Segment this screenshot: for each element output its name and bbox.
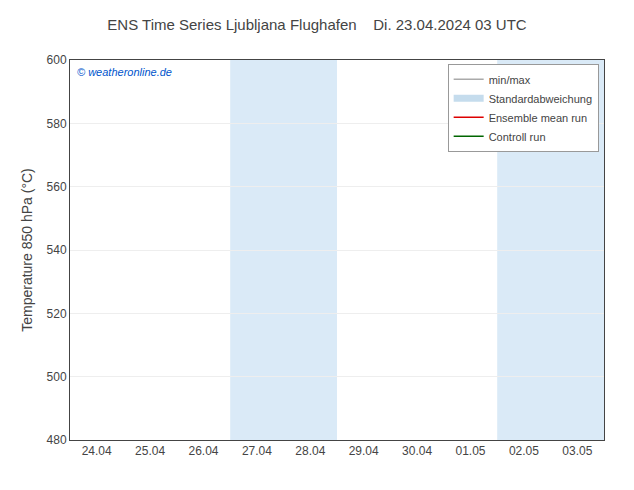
svg-text:Ensemble mean run: Ensemble mean run bbox=[489, 112, 587, 124]
svg-text:27.04: 27.04 bbox=[242, 444, 272, 458]
svg-text:480: 480 bbox=[47, 433, 67, 447]
svg-text:© weatheronline.de: © weatheronline.de bbox=[77, 66, 172, 78]
svg-text:24.04: 24.04 bbox=[82, 444, 112, 458]
svg-text:Temperature 850 hPa (°C): Temperature 850 hPa (°C) bbox=[19, 168, 35, 332]
svg-text:29.04: 29.04 bbox=[349, 444, 379, 458]
svg-text:02.05: 02.05 bbox=[509, 444, 539, 458]
svg-text:540: 540 bbox=[47, 243, 67, 257]
svg-text:560: 560 bbox=[47, 180, 67, 194]
svg-text:01.05: 01.05 bbox=[455, 444, 485, 458]
svg-text:28.04: 28.04 bbox=[295, 444, 325, 458]
svg-text:580: 580 bbox=[47, 117, 67, 131]
svg-text:25.04: 25.04 bbox=[135, 444, 165, 458]
svg-text:520: 520 bbox=[47, 307, 67, 321]
svg-text:500: 500 bbox=[47, 370, 67, 384]
svg-text:ENS Time Series Ljubljana Flug: ENS Time Series Ljubljana Flughafen Di. … bbox=[107, 16, 527, 33]
svg-text:03.05: 03.05 bbox=[562, 444, 592, 458]
svg-text:600: 600 bbox=[47, 53, 67, 67]
svg-text:30.04: 30.04 bbox=[402, 444, 432, 458]
svg-text:Controll run: Controll run bbox=[489, 131, 546, 143]
svg-text:26.04: 26.04 bbox=[188, 444, 218, 458]
svg-text:Standardabweichung: Standardabweichung bbox=[489, 93, 592, 105]
svg-text:min/max: min/max bbox=[489, 74, 531, 86]
